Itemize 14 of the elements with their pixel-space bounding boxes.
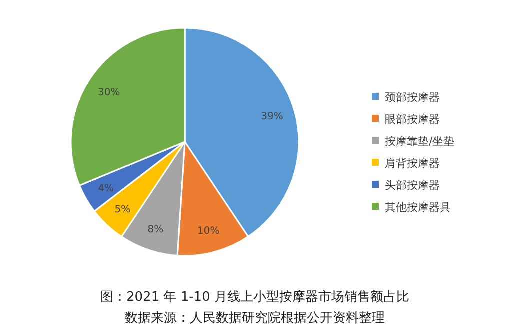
text: 图：2021 年 1-10 月线上小型按摩器市场销售额占比 [100, 290, 410, 305]
data-label: 30% [98, 87, 120, 98]
legend-label: 颈部按摩器 [385, 91, 440, 104]
data-label: 8% [148, 224, 164, 236]
data-label: 39% [261, 112, 284, 123]
data-label: 4% [98, 184, 114, 195]
legend-label: 眼部按摩器 [385, 113, 440, 126]
legend-label: 肩背按摩器 [385, 157, 440, 170]
data-label: 5% [114, 204, 131, 216]
legend-label: 按摩靠垫/坐垫 [385, 135, 455, 148]
data-label: 10% [197, 226, 220, 238]
legend-label: 头部按摩器 [385, 179, 440, 192]
source-note: 数据来源：人民数据研究院根据公开资料整理 [125, 311, 385, 326]
legend-label: 其他按摩器具 [385, 201, 451, 214]
